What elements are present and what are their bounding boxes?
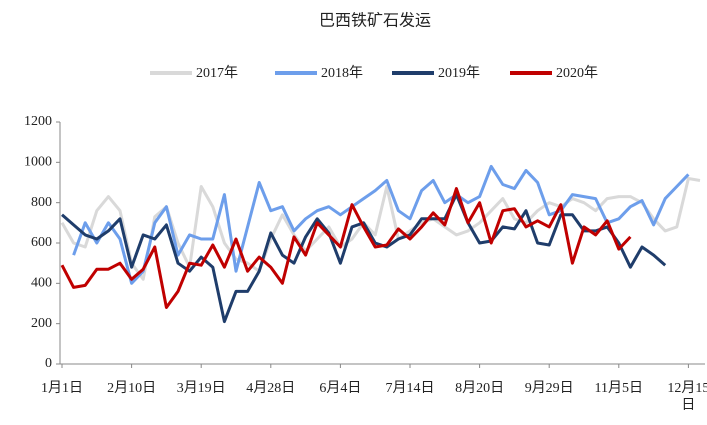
series-line	[72, 164, 690, 285]
legend-label: 2020年	[556, 65, 598, 81]
x-tick-label: 2月10日	[107, 381, 157, 396]
legend-label: 2019年	[438, 65, 480, 81]
series-line	[61, 193, 667, 324]
x-tick-label: 7月14日	[385, 381, 435, 396]
x-tick-label: 4月28日	[246, 381, 296, 396]
series-line	[60, 187, 632, 309]
x-tick-label: 8月20日	[455, 381, 505, 396]
legend-label: 2017年	[196, 65, 238, 81]
chart-title: 巴西铁矿石发运	[319, 12, 431, 30]
y-tick-label: 200	[31, 316, 52, 331]
y-tick-label: 800	[31, 195, 52, 210]
y-tick-label: 0	[45, 356, 52, 371]
x-tick-label: 9月29日	[524, 381, 574, 396]
y-tick-label: 400	[31, 276, 52, 291]
x-tick-label: 11月5日	[594, 381, 644, 396]
x-tick-label: 1月1日	[41, 381, 83, 396]
legend-label: 2018年	[321, 65, 363, 81]
x-tick-label: 3月19日	[176, 381, 226, 396]
x-tick-label: 12月15日	[667, 381, 707, 413]
y-tick-label: 600	[31, 235, 52, 250]
y-tick-label: 1200	[24, 114, 52, 129]
y-tick-label: 1000	[24, 155, 52, 170]
x-tick-label: 6月4日	[319, 381, 362, 396]
